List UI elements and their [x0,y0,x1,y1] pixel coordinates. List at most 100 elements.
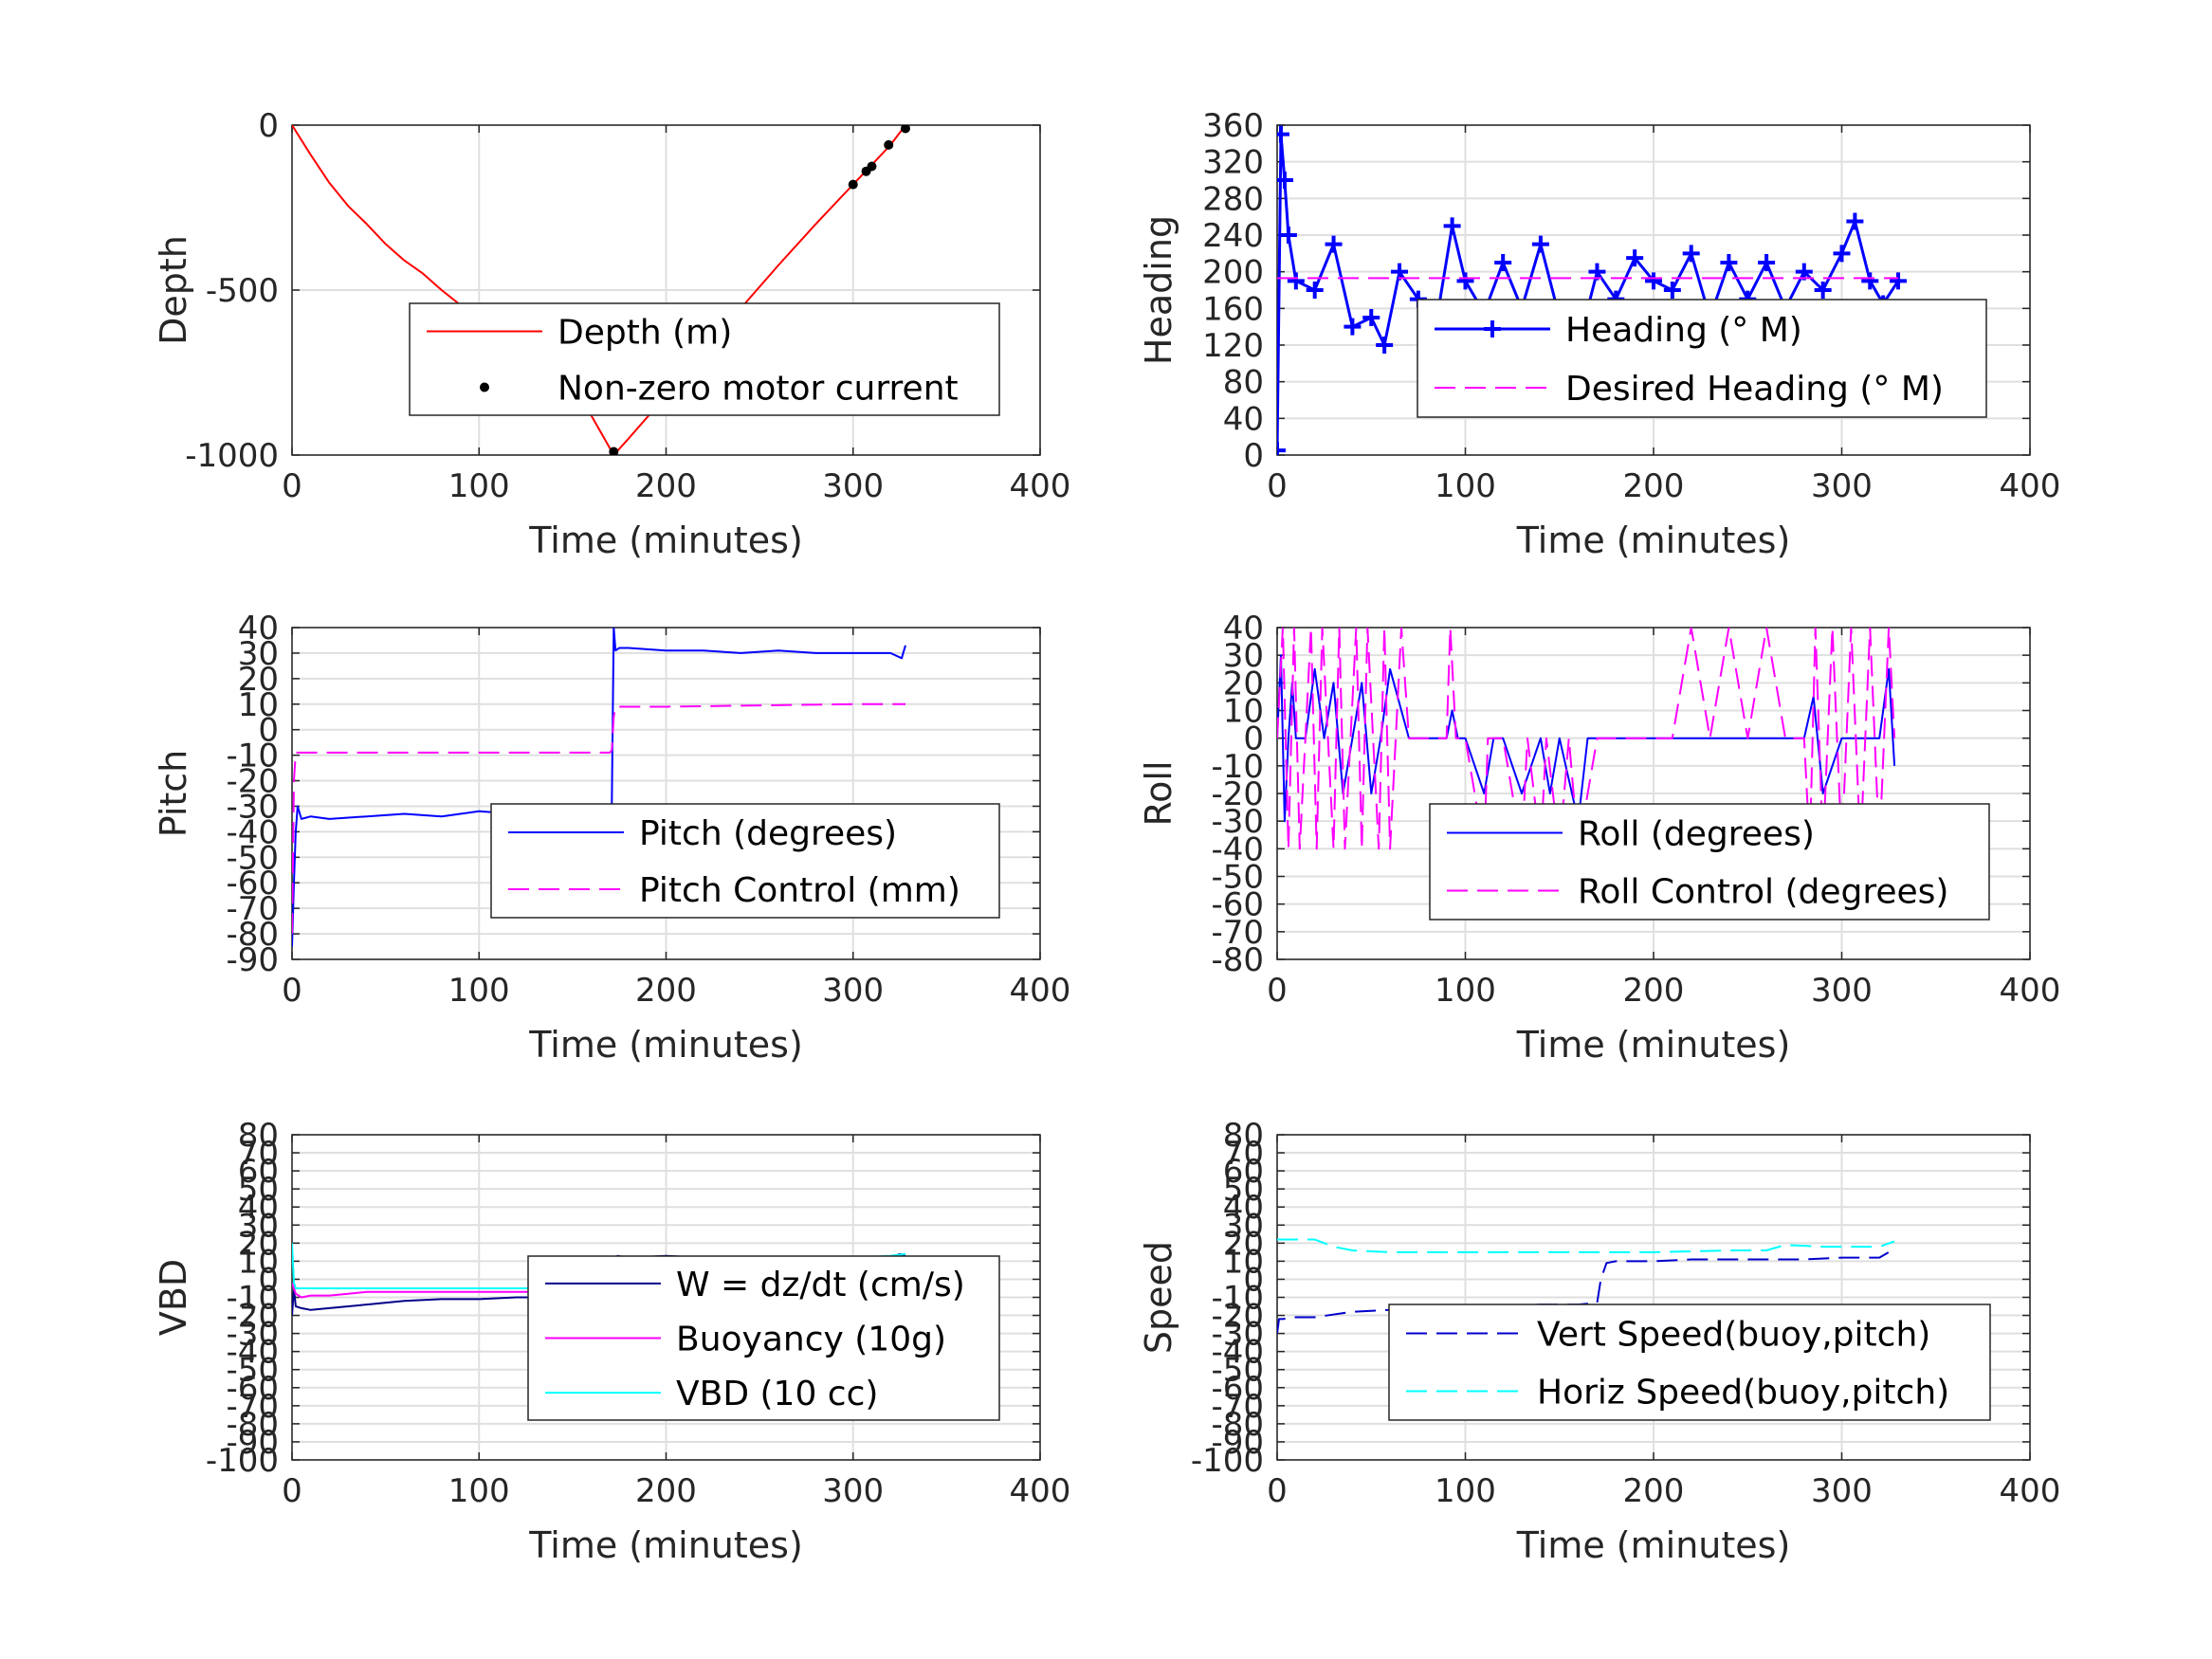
chart-panel-4: 0 100 200 300 400-80-70-60-50-40-30-20-10010… [1138,610,2060,1066]
y-tick-label: 160 [1202,290,1264,328]
y-tick-label: 0 [258,712,279,750]
x-tick-label: 100 [448,467,510,505]
y-tick-label: -80 [1211,1406,1264,1444]
legend-entry-label: Pitch Control (mm) [639,871,960,910]
series-1-point [1287,272,1305,290]
legend-entry-label: Non-zero motor current [558,370,959,409]
y-tick-label: 10 [238,686,279,724]
y-tick-label: -70 [1211,914,1264,952]
x-tick-label: 100 [1435,1472,1496,1510]
x-axis-label: Time (minutes) [1516,1024,1791,1066]
legend-entry-label: W = dz/dt (cm/s) [676,1266,965,1304]
x-tick-label: 0 [282,467,302,505]
legend-entry-label: Desired Heading (° M) [1565,370,1944,409]
y-tick-label: -60 [1211,1370,1264,1408]
legend-swatch-marker [1484,320,1501,337]
series-1-point [1344,318,1362,336]
series-1-point [1443,217,1461,235]
series-1-point [1277,442,1286,455]
legend-entry-label: Roll Control (degrees) [1578,873,1948,912]
x-axis-label: Time (minutes) [528,1524,803,1566]
x-tick-label: 200 [1623,1472,1685,1510]
series-1-point [1456,272,1474,290]
y-axis-label: Speed [1138,1241,1179,1354]
y-tick-label: -70 [226,1388,279,1426]
series-1-point [1531,235,1549,253]
legend: Roll (degrees) Roll Control (degrees) [1429,803,1990,921]
y-tick-label: 10 [1223,693,1264,731]
y-tick-label: -80 [226,1406,279,1444]
legend-entry-label: Heading (° M) [1565,311,1802,350]
x-tick-label: 0 [1267,972,1288,1010]
y-tick-label: 30 [238,635,279,673]
legend-box [1429,803,1990,921]
x-tick-label: 0 [282,1472,302,1510]
chart-panel-3: 0 100 200 300 400-90-80-70-60-50-40-30-20-10… [153,610,1070,1066]
legend-entry-label: Vert Speed(buoy,pitch) [1537,1316,1930,1355]
series-1-point [1325,235,1343,253]
x-tick-label: 400 [1010,467,1071,505]
y-tick-label: -40 [1211,830,1264,868]
y-tick-label: 30 [238,1207,279,1245]
y-tick-label: 30 [1223,637,1264,675]
series-1-point [1277,172,1293,189]
legend-entry-label: Buoyancy (10g) [676,1321,946,1359]
y-tick-label: 280 [1202,180,1264,218]
x-tick-label: 200 [1623,467,1685,505]
x-tick-label: 200 [635,467,697,505]
x-axis-label: Time (minutes) [528,1024,803,1066]
y-tick-label: 360 [1202,107,1264,145]
y-tick-label: 0 [1243,437,1264,475]
series-1-point [1758,254,1776,271]
y-tick-label: -40 [226,813,279,851]
y-tick-label: -100 [1191,1442,1264,1480]
y-tick-label: 40 [1223,610,1264,647]
x-tick-label: 100 [448,1472,510,1510]
y-tick-label: -60 [226,865,279,902]
series-1-point [1279,227,1297,244]
y-tick-label: 40 [1223,1189,1264,1227]
y-tick-label: -20 [1211,1298,1264,1336]
series-2-point [609,447,619,455]
series-1-point [1720,254,1738,271]
y-tick-label: 80 [238,1117,279,1155]
legend: Depth (m) Non-zero motor current [409,302,1000,416]
y-tick-label: -70 [226,890,279,928]
y-tick-label: -60 [226,1370,279,1408]
y-tick-label: -30 [1211,803,1264,841]
x-tick-label: 300 [822,467,884,505]
y-tick-label: -100 [206,1442,279,1480]
y-axis-label: Depth [153,235,194,345]
series-2-point [884,139,894,150]
y-axis-label: Heading [1138,215,1179,365]
legend-entry-label: Roll (degrees) [1578,815,1815,854]
y-tick-label: -500 [206,272,279,310]
series-1-point [1833,245,1851,263]
x-tick-label: 100 [448,972,510,1010]
series-2-point [867,161,877,172]
y-tick-label: 0 [1243,1261,1264,1299]
legend-entry-label: Horiz Speed(buoy,pitch) [1537,1374,1949,1413]
chart-panel-5: 0 100 200 300 400-100-90-80-70-60-50-40-30-2… [153,1117,1070,1566]
y-tick-label: 40 [238,1189,279,1227]
y-tick-label: -40 [226,1334,279,1372]
y-tick-label: 0 [1243,720,1264,758]
series-1-point [1861,272,1879,290]
y-tick-label: -90 [226,941,279,979]
x-tick-label: 0 [282,972,302,1010]
y-tick-label: -1000 [185,437,279,475]
y-tick-label: 60 [238,1153,279,1191]
y-tick-label: 0 [258,1261,279,1299]
x-tick-label: 100 [1435,467,1496,505]
x-tick-label: 300 [822,972,884,1010]
y-tick-label: -50 [226,1352,279,1390]
series-1-point [1376,337,1394,354]
y-tick-label: 70 [238,1135,279,1173]
x-tick-label: 400 [2000,1472,2061,1510]
legend-entry-label: Depth (m) [558,314,732,353]
y-tick-label: -30 [226,788,279,826]
x-tick-label: 0 [1267,467,1288,505]
chart-panel-2: 0 100 200 300 40004080120160200240280320360T… [1138,107,2060,561]
chart-panel-1: 0 100 200 300 400 -1000 -500 0 Time (minutes) Dep… [153,107,1070,561]
y-tick-label: -10 [226,738,279,775]
